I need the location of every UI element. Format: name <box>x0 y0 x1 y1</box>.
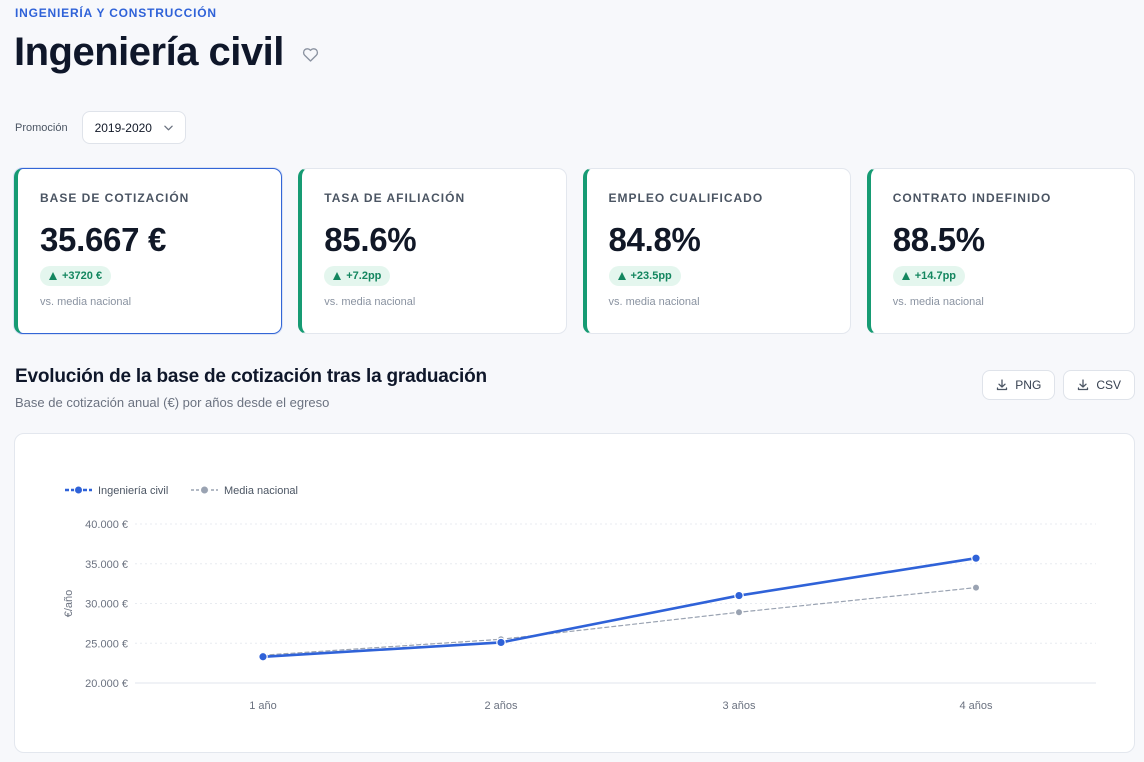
legend-marker <box>74 485 83 495</box>
kpi-note: vs. media nacional <box>608 296 700 308</box>
section-subtitle: Base de cotización anual (€) por años de… <box>15 395 330 410</box>
y-tick-label: 25.000 € <box>85 638 128 650</box>
y-tick-label: 35.000 € <box>85 559 128 571</box>
y-tick-label: 20.000 € <box>85 678 128 690</box>
kpi-card-empleo-cualificado[interactable]: EMPLEO CUALIFICADO 84.8% +23.5pp vs. med… <box>582 168 851 334</box>
x-tick-label: 3 años <box>722 700 756 712</box>
series-line-ingenieria-civil <box>261 556 978 659</box>
export-csv-label: CSV <box>1096 378 1121 392</box>
kpi-delta-badge: +14.7pp <box>892 266 966 286</box>
kpi-value: 85.6% <box>324 221 417 258</box>
export-png-label: PNG <box>1015 378 1042 392</box>
kpi-value: 84.8% <box>608 221 701 258</box>
kpi-cards: BASE DE COTIZACIÓN 35.667 € +3720 € vs. … <box>14 168 1135 334</box>
kpi-delta: +23.5pp <box>630 270 672 282</box>
kpi-delta: +3720 € <box>62 270 103 282</box>
trend-up-icon <box>901 272 910 280</box>
kpi-delta-badge: +3720 € <box>40 266 112 286</box>
kpi-delta-badge: +23.5pp <box>608 266 681 286</box>
kpi-note: vs. media nacional <box>892 296 984 308</box>
data-point-media-nacional <box>734 608 744 617</box>
trend-up-icon <box>617 272 626 280</box>
export-csv-button[interactable]: CSV <box>1063 370 1135 400</box>
x-tick-label: 4 años <box>959 700 993 712</box>
y-tick-label: 40.000 € <box>85 519 128 531</box>
heart-outline-icon <box>303 48 319 62</box>
legend-label: Media nacional <box>224 485 298 497</box>
kpi-label: BASE DE COTIZACIÓN <box>40 191 190 205</box>
category-label: INGENIERÍA Y CONSTRUCCIÓN <box>15 6 217 20</box>
x-tick-label: 1 año <box>249 700 277 712</box>
kpi-value: 35.667 € <box>40 221 167 258</box>
download-icon <box>997 379 1008 391</box>
kpi-card-contrato-indefinido[interactable]: CONTRATO INDEFINIDO 88.5% +14.7pp vs. me… <box>866 168 1135 334</box>
title-row: Ingeniería civil <box>14 30 322 75</box>
favorite-button[interactable] <box>300 44 322 66</box>
promotion-label: Promoción <box>15 121 68 134</box>
kpi-label: EMPLEO CUALIFICADO <box>608 191 764 205</box>
series-line-media-nacional <box>262 587 977 656</box>
export-png-button[interactable]: PNG <box>982 370 1056 400</box>
promotion-select[interactable]: 2019-2020 <box>81 111 186 144</box>
kpi-label: TASA DE AFILIACIÓN <box>324 191 466 205</box>
y-tick-label: 30.000 € <box>85 599 128 611</box>
trend-up-icon <box>333 272 342 280</box>
kpi-note: vs. media nacional <box>324 296 416 308</box>
legend-label: Ingeniería civil <box>98 485 168 497</box>
legend-marker <box>200 485 209 495</box>
chevron-down-icon <box>164 125 173 130</box>
kpi-card-tasa-afiliacion[interactable]: TASA DE AFILIACIÓN 85.6% +7.2pp vs. medi… <box>298 168 567 334</box>
kpi-value: 88.5% <box>892 221 985 258</box>
kpi-card-base-cotizacion[interactable]: BASE DE COTIZACIÓN 35.667 € +3720 € vs. … <box>14 168 283 334</box>
page-title: Ingeniería civil <box>14 30 284 74</box>
section-title: Evolución de la base de cotización tras … <box>15 366 487 387</box>
download-icon <box>1078 379 1089 391</box>
data-point-ingenieria-civil <box>971 553 981 563</box>
kpi-label: CONTRATO INDEFINIDO <box>892 191 1052 205</box>
y-axis-label: €/año <box>63 590 75 618</box>
kpi-delta: +7.2pp <box>346 270 382 282</box>
promotion-filter: Promoción 2019-2020 <box>15 111 186 144</box>
trend-up-icon <box>49 272 57 280</box>
export-buttons: PNG CSV <box>982 370 1135 400</box>
line-chart: 20.000 € 25.000 € 30.000 € 35.000 € 40.000 €… <box>63 485 1096 712</box>
promotion-select-value: 2019-2020 <box>94 120 152 135</box>
x-tick-label: 2 años <box>484 700 518 712</box>
kpi-note: vs. media nacional <box>40 296 132 308</box>
kpi-delta: +14.7pp <box>914 270 957 282</box>
data-point-media-nacional <box>971 583 981 592</box>
data-point-ingenieria-civil <box>496 637 506 648</box>
data-point-ingenieria-civil <box>734 590 744 601</box>
kpi-delta-badge: +7.2pp <box>324 266 391 286</box>
data-point-ingenieria-civil <box>258 651 268 662</box>
chart-card: 20.000 € 25.000 € 30.000 € 35.000 € 40.000 €… <box>14 433 1135 753</box>
